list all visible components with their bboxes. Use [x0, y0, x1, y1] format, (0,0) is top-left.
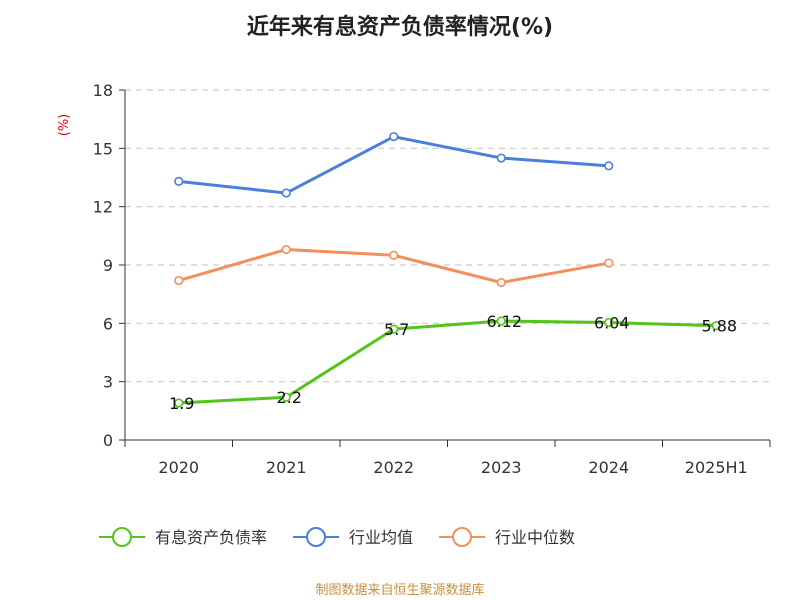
- series-layer: [174, 132, 721, 408]
- y-tick-label: 12: [93, 198, 113, 217]
- data-label: 6.04: [594, 314, 630, 333]
- legend-label: 有息资产负债率: [155, 528, 267, 547]
- series-point: [496, 277, 506, 288]
- series-point: [174, 398, 184, 408]
- data-label: 1.9: [169, 394, 194, 413]
- x-tick-label: 2024: [588, 458, 629, 477]
- data-label: 2.2: [277, 388, 302, 407]
- source-note: 制图数据来自恒生聚源数据库: [315, 582, 484, 598]
- legend-item: 行业均值: [293, 527, 413, 547]
- legend-swatch-marker: [452, 527, 473, 547]
- y-tick-label: 15: [93, 139, 113, 158]
- y-axis-unit: (%): [57, 114, 72, 137]
- legend: 有息资产负债率 行业均值 行业中位数: [99, 527, 575, 547]
- legend-item: 行业中位数: [439, 527, 575, 547]
- series-point: [604, 258, 614, 268]
- x-tick-label: 2025H1: [685, 458, 748, 477]
- y-tick-label: 3: [103, 373, 113, 392]
- data-label: 5.88: [701, 317, 737, 336]
- data-labels: 1.9 2.2 5.7 6.12 6.04 5.88: [169, 312, 737, 413]
- series-point: [174, 176, 184, 186]
- x-tick-label: 2023: [481, 458, 522, 477]
- series-point: [389, 132, 399, 142]
- grid: [125, 89, 770, 383]
- legend-item: 有息资产负债率: [99, 527, 267, 547]
- series-point: [604, 317, 614, 328]
- series-point: [389, 250, 399, 260]
- series-point: [281, 392, 291, 402]
- series-line: [178, 135, 609, 195]
- series-point: [389, 324, 399, 334]
- series-point: [711, 321, 721, 331]
- x-tick-label: 2020: [158, 458, 199, 477]
- data-label: 6.12: [486, 312, 522, 331]
- chart-title: 近年来有息资产负债率情况(%): [247, 14, 553, 40]
- axes: 0 3 6 9 12 15 18 2020 2021 2022 2023 2024 2025H1: [93, 81, 771, 477]
- series-line: [178, 319, 717, 405]
- series-point: [496, 153, 506, 163]
- y-tick-label: 0: [103, 431, 113, 450]
- series-point: [604, 161, 614, 171]
- series-point: [281, 244, 291, 255]
- legend-swatch-marker: [112, 527, 132, 547]
- y-tick-label: 9: [103, 256, 113, 275]
- x-tick-label: 2021: [266, 458, 307, 477]
- data-label: 5.7: [384, 320, 409, 339]
- y-tick-label: 6: [103, 314, 113, 333]
- y-tick-label: 18: [93, 81, 113, 100]
- series-point: [281, 188, 291, 198]
- series-point: [174, 275, 184, 286]
- series-point: [496, 316, 506, 326]
- legend-label: 行业中位数: [495, 528, 575, 547]
- legend-label: 行业均值: [349, 528, 413, 547]
- x-tick-label: 2022: [373, 458, 414, 477]
- legend-swatch-marker: [306, 527, 327, 547]
